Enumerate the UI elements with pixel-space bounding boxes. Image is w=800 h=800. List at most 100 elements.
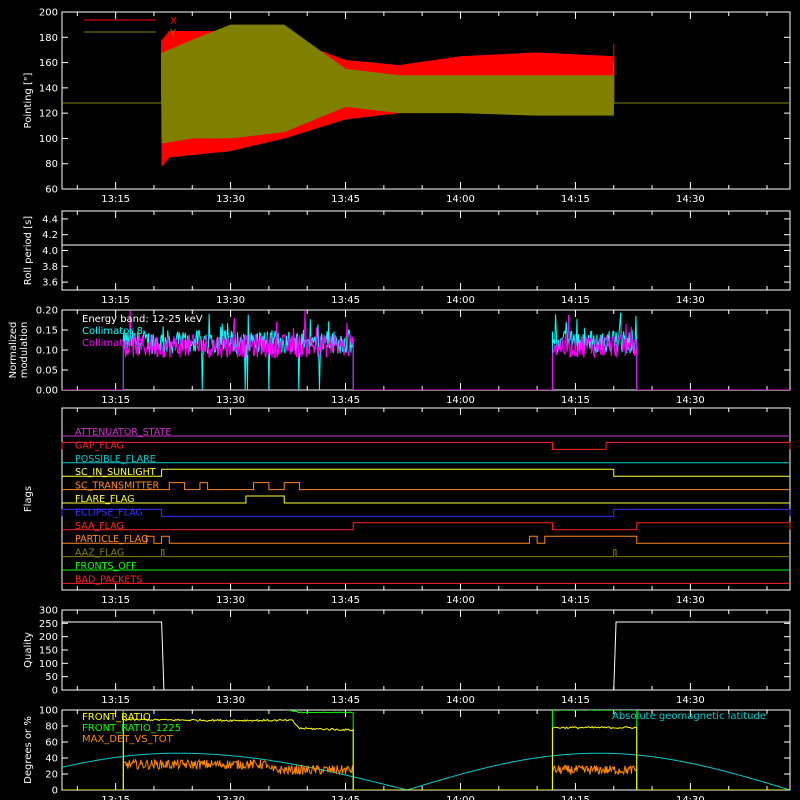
y-tick-label: 120 <box>39 109 58 120</box>
panel-1: 13:15 13:30 13:45 14:00 14:15 14:30 3.6 3.8 4.0 4… <box>23 210 791 306</box>
y-tick-label: 4.0 <box>42 246 58 257</box>
y-tick-label: 180 <box>39 33 58 44</box>
x-tick-label: 14:00 <box>446 194 475 205</box>
y-tick-label: 0.20 <box>36 306 58 317</box>
x-tick-label: 13:30 <box>216 295 245 306</box>
pointing-plot-area <box>62 24 790 167</box>
x-tick-label: 14:00 <box>446 695 475 706</box>
x-tick-label: 13:15 <box>101 395 130 406</box>
y-axis-label: Pointing ["] <box>23 72 34 128</box>
x-tick-label: 14:00 <box>446 295 475 306</box>
flag-label-sc-in-sunlight: SC_IN_SUNLIGHT <box>75 467 156 478</box>
x-tick-label: 13:45 <box>331 595 360 606</box>
y-tick-label: 200 <box>39 632 58 643</box>
x-tick-label: 14:00 <box>446 395 475 406</box>
x-tick-label: 14:30 <box>676 795 705 800</box>
y-axis-label: modulation <box>19 322 30 379</box>
x-tick-label: 14:30 <box>676 695 705 706</box>
y-tick-label: 40 <box>45 754 58 765</box>
y-axis-label: Roll period [s] <box>23 216 34 285</box>
y-tick-label: 100 <box>39 134 58 145</box>
x-tick-label: 13:45 <box>331 395 360 406</box>
y-tick-label: 3.8 <box>42 262 58 273</box>
y-tick-label: 200 <box>39 8 58 19</box>
y-tick-label: 100 <box>39 706 58 717</box>
flag-line-flare-flag <box>62 495 790 504</box>
max-det-vs-tot-line <box>62 758 790 790</box>
flag-line-aaz-flag <box>62 549 790 558</box>
panel-frame <box>61 407 791 591</box>
flag-line-sc-transmitter <box>62 482 790 491</box>
panel-4: 13:15 13:30 13:45 14:00 14:15 14:30 0 50 100 150 2… <box>23 606 791 706</box>
panel-5: 13:15 13:30 13:45 14:00 14:15 14:30 0 20 40 60 80 1… <box>23 706 791 800</box>
modulation-plot-area <box>62 310 790 390</box>
y-axis-label: Flags <box>23 486 34 512</box>
pointing-series-y <box>161 24 615 144</box>
x-tick-label: 13:45 <box>331 295 360 306</box>
x-tick-label: 14:30 <box>676 295 705 306</box>
x-tick-label: 14:15 <box>561 194 590 205</box>
y-tick-label: 4.2 <box>42 230 58 241</box>
flag-label-aaz-flag: AAZ_FLAG <box>75 548 124 559</box>
y-tick-label: 50 <box>45 672 58 683</box>
x-tick-label: 14:30 <box>676 595 705 606</box>
panel-frame <box>61 709 791 791</box>
x-tick-label: 13:30 <box>216 194 245 205</box>
flag-line-particle-flag <box>62 535 790 544</box>
x-tick-label: 13:30 <box>216 695 245 706</box>
legend-label-collimator-9: Collimator 9 <box>82 338 143 349</box>
x-tick-label: 14:30 <box>676 194 705 205</box>
legend-label-max-det-vs-tot: MAX_DET_VS_TOT <box>82 734 174 745</box>
y-tick-label: 60 <box>45 738 58 749</box>
quality-line <box>62 621 790 691</box>
panel-0: 13:15 13:30 13:45 14:00 14:15 14:30 60 80 100 120… <box>23 8 791 205</box>
modulation-series-9 <box>62 310 790 390</box>
x-tick-label: 14:30 <box>676 395 705 406</box>
y-tick-label: 250 <box>39 619 58 630</box>
legend-label-geomagnetic-latitude: Absolute geomagnetic latitude <box>612 711 766 722</box>
flag-label-bad-packets: BAD_PACKETS <box>75 574 142 585</box>
x-tick-label: 14:15 <box>561 295 590 306</box>
y-tick-label: 0.05 <box>36 366 58 377</box>
energy-band-annotation: Energy band: 12-25 keV <box>82 314 203 325</box>
y-tick-label: 0.10 <box>36 346 58 357</box>
legend-label-collimator-8: Collimator 8 <box>82 326 143 337</box>
x-tick-label: 14:15 <box>561 795 590 800</box>
x-tick-label: 14:15 <box>561 395 590 406</box>
y-tick-label: 80 <box>45 159 58 170</box>
flag-label-attenuator-state: ATTENUATOR_STATE <box>75 427 171 438</box>
y-tick-label: 160 <box>39 58 58 69</box>
y-axis-label: Quality <box>23 632 34 668</box>
y-tick-label: 0.00 <box>36 386 58 397</box>
panel-2: 13:15 13:30 13:45 14:00 14:15 14:30 0.00 0.05 0.… <box>8 306 791 406</box>
y-tick-label: 150 <box>39 646 58 657</box>
flag-label-eclipse-flag: ECLIPSE_FLAG <box>75 507 143 518</box>
y-tick-label: 20 <box>45 770 58 781</box>
x-tick-label: 13:15 <box>101 595 130 606</box>
x-tick-label: 13:45 <box>331 194 360 205</box>
flag-label-gap-flag: GAP_FLAG <box>75 440 124 451</box>
y-tick-label: 60 <box>45 185 58 196</box>
x-tick-label: 13:15 <box>101 695 130 706</box>
legend-label-x: X <box>170 16 177 27</box>
flag-line-gap-flag <box>61 441 791 450</box>
y-axis-label: Degrees or % <box>23 716 34 784</box>
x-tick-label: 13:15 <box>101 795 130 800</box>
x-tick-label: 13:30 <box>216 395 245 406</box>
x-tick-label: 13:15 <box>101 295 130 306</box>
flag-label-flare-flag: FLARE_FLAG <box>75 494 135 505</box>
ratio-plot-area <box>62 710 790 790</box>
panel-frame <box>61 210 791 291</box>
x-tick-label: 13:30 <box>216 795 245 800</box>
flag-label-particle-flag: PARTICLE_FLAG <box>75 534 148 545</box>
x-tick-label: 13:45 <box>331 695 360 706</box>
flag-line-saa-flag <box>62 522 791 531</box>
legend-label-front-ratio-1225: FRONT_RATIO_1225 <box>82 723 181 734</box>
y-tick-label: 0.15 <box>36 326 58 337</box>
x-tick-label: 14:15 <box>561 595 590 606</box>
x-tick-label: 13:15 <box>101 194 130 205</box>
flag-label-possible-flare: POSSIBLE_FLARE <box>75 454 156 465</box>
x-tick-label: 14:00 <box>446 595 475 606</box>
x-tick-label: 13:30 <box>216 595 245 606</box>
